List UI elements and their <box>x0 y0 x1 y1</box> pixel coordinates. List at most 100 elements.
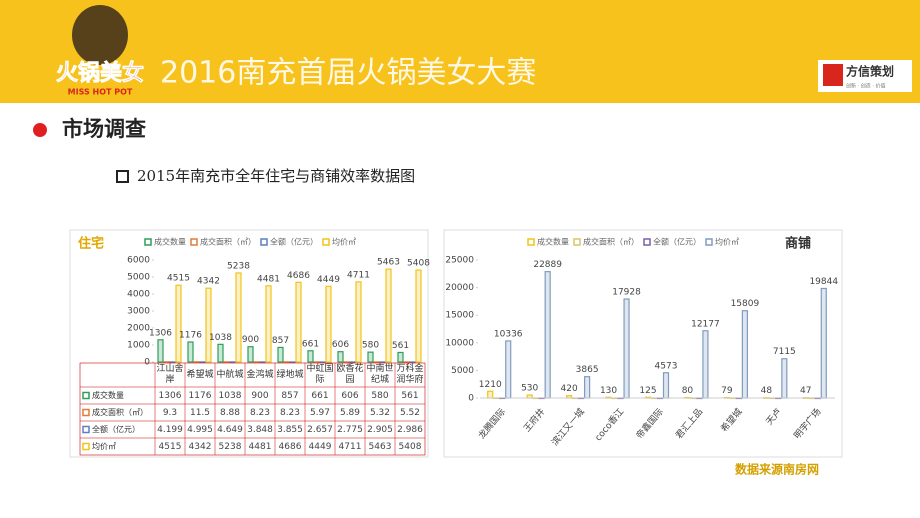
table-header-cell: 中南世纪城 <box>366 364 393 385</box>
section-title: 市场调查 <box>62 117 146 141</box>
table-cell: 1038 <box>219 391 242 401</box>
data-label: 1176 <box>179 331 202 341</box>
category-label: 万科金润华府 <box>396 364 424 385</box>
data-label: 80 <box>682 386 694 396</box>
panel-title: 住宅 <box>78 236 104 252</box>
y-tick-label: 15000 <box>445 311 474 321</box>
bar <box>289 361 296 364</box>
table-cell: 900 <box>251 391 268 401</box>
bar <box>397 351 404 363</box>
header-title: 2016南充首届火锅美女大赛 <box>160 56 536 91</box>
bar <box>277 346 284 363</box>
table-cell: 4686 <box>279 442 302 452</box>
data-label: 125 <box>639 386 656 396</box>
bar <box>343 361 350 363</box>
table-header-cell: 金鸿城 <box>246 369 274 380</box>
panel-title: 商铺 <box>785 236 811 252</box>
data-label: 420 <box>561 384 578 394</box>
table-cell: 5.32 <box>370 408 390 418</box>
table-cell: 8.88 <box>220 408 240 418</box>
bar <box>349 361 356 364</box>
category-label: 欧香花园 <box>336 364 364 385</box>
table-cell: 661 <box>311 391 328 401</box>
bar <box>247 346 254 363</box>
bar <box>820 287 827 399</box>
legend-swatch <box>573 238 581 246</box>
bar <box>584 376 591 399</box>
table-header-cell: 希望城 <box>186 370 213 380</box>
section-dot <box>33 123 47 137</box>
logo-figure <box>72 5 128 65</box>
table-cell: 11.5 <box>190 408 210 418</box>
data-label: 1038 <box>209 333 232 343</box>
category-label: 江山舍岸 <box>156 364 184 385</box>
table-cell: 2.986 <box>397 425 423 435</box>
logo-sub: MISS HOT POT <box>68 88 133 97</box>
table-cell: 2.905 <box>367 425 393 435</box>
y-tick-label: 2000 <box>127 324 150 334</box>
data-label: 22889 <box>533 260 562 270</box>
bar <box>313 361 320 363</box>
table-cell: 4.995 <box>187 425 213 435</box>
bar <box>544 271 551 399</box>
table-cell: 580 <box>371 391 388 401</box>
legend-label: 成交面积（㎡） <box>583 237 639 247</box>
y-tick-label: 0 <box>468 394 474 404</box>
data-label: 10336 <box>494 329 523 339</box>
y-tick-label: 6000 <box>127 256 150 266</box>
row-swatch <box>82 425 90 434</box>
bar <box>505 340 512 399</box>
data-label: 79 <box>721 386 733 396</box>
table-cell: 1306 <box>159 391 182 401</box>
table-cell: 5.97 <box>310 408 330 418</box>
table-cell: 8.23 <box>250 408 270 418</box>
category-label: 中虹国际 <box>306 364 334 385</box>
legend-label: 成交数量 <box>537 237 569 247</box>
brand-sub: 创新 · 创造 · 价值 <box>846 83 886 90</box>
table-cell: 9.3 <box>163 408 177 418</box>
data-label: 4573 <box>655 361 678 371</box>
brand-name: 方信策划 <box>846 64 894 79</box>
row-label: 均价㎡ <box>92 441 116 451</box>
data-label: 580 <box>362 341 379 351</box>
table-cell: 5.89 <box>340 408 360 418</box>
table-cell: 857 <box>281 391 298 401</box>
logo-text: 火锅美女 <box>56 60 144 86</box>
table-cell: 5463 <box>369 442 392 452</box>
table-header-cell: 中虹国际 <box>306 364 334 385</box>
legend-label: 全额（亿元） <box>270 237 318 247</box>
y-tick-label: 5000 <box>451 366 474 376</box>
table-header-cell: 欧香花园 <box>336 364 364 385</box>
bar <box>487 390 494 399</box>
data-label: 48 <box>761 386 773 396</box>
bar <box>193 361 200 363</box>
table-cell: 3.848 <box>247 425 273 435</box>
table-cell: 4449 <box>309 442 332 452</box>
data-label: 4481 <box>257 274 280 284</box>
data-label: 47 <box>800 386 811 396</box>
data-label: 19844 <box>809 277 838 287</box>
y-tick-label: 0 <box>144 358 150 368</box>
table-cell: 1176 <box>189 391 212 401</box>
data-label: 1210 <box>479 380 502 390</box>
table-cell: 5.52 <box>400 408 420 418</box>
bar <box>337 351 344 363</box>
data-label: 530 <box>521 384 538 394</box>
data-label: 4711 <box>347 270 370 280</box>
category-label: 金鸿城 <box>246 369 274 380</box>
table-cell: 4342 <box>189 442 212 452</box>
bar <box>403 361 410 364</box>
bar <box>662 372 670 399</box>
y-tick-label: 5000 <box>127 273 150 283</box>
bar <box>385 268 392 363</box>
legend-swatch <box>260 238 268 246</box>
row-label: 全额（亿元） <box>92 424 140 434</box>
y-tick-label: 10000 <box>445 338 474 348</box>
panel-left <box>69 229 429 458</box>
data-label: 900 <box>242 335 259 345</box>
table-frame <box>79 362 426 456</box>
bar <box>325 285 332 363</box>
table-cell: 4.199 <box>157 425 183 435</box>
data-label: 15809 <box>731 299 760 309</box>
data-label: 5463 <box>377 258 400 268</box>
